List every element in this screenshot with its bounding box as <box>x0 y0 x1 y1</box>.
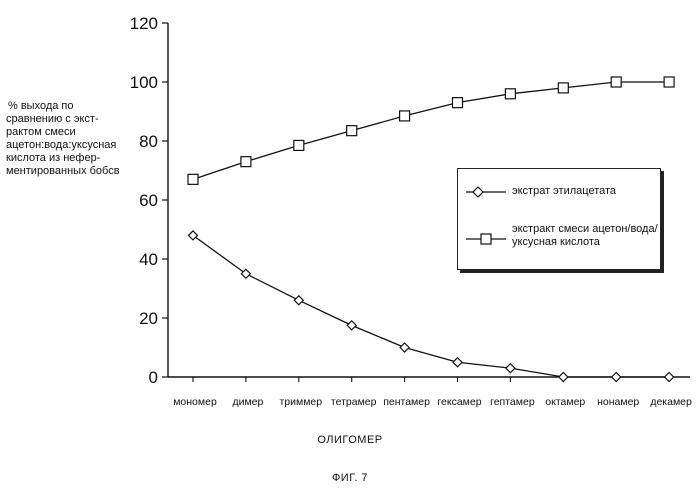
figure-caption: ФИГ. 7 <box>0 472 700 484</box>
data-point-diamond <box>453 358 462 367</box>
y-tick-label: 100 <box>130 73 158 92</box>
data-point-diamond <box>241 269 250 278</box>
legend-label-line: экстракт смеси ацетон/вода/ <box>512 223 658 236</box>
data-point-diamond <box>559 373 568 382</box>
legend-diamond-marker-icon <box>464 185 508 199</box>
data-point-square <box>347 126 357 136</box>
data-point-square <box>294 140 304 150</box>
legend-label-line: экстрат этилацетата <box>512 185 616 198</box>
data-point-diamond <box>400 343 409 352</box>
y-axis-label-line: % выхода по <box>6 100 126 113</box>
x-tick-label: мономер <box>173 396 217 408</box>
y-axis-label: % выхода по сравнению с экст- рактом сме… <box>6 100 126 178</box>
y-axis-label-line: кислота из нефер- <box>6 152 126 165</box>
data-point-square <box>505 89 515 99</box>
y-axis-label-line: ацетон:вода:уксусная <box>6 139 126 152</box>
x-tick-label: октамер <box>545 396 585 408</box>
legend-square-marker-icon <box>464 223 508 251</box>
data-point-square <box>611 77 621 87</box>
x-axis-label: ОЛИГОМЕР <box>0 434 700 446</box>
y-tick-label: 40 <box>139 250 158 269</box>
legend-label: экстракт смеси ацетон/вода/ уксусная кис… <box>512 223 658 249</box>
data-point-diamond <box>294 296 303 305</box>
x-tick-label: декамер <box>650 396 692 408</box>
data-point-square <box>188 174 198 184</box>
y-axis-label-line: сравнению с экст- <box>6 113 126 126</box>
legend-label-line: уксусная кислота <box>512 236 658 249</box>
data-point-square <box>241 157 251 167</box>
x-tick-label: пентамер <box>383 396 430 408</box>
y-tick-label: 20 <box>139 309 158 328</box>
y-axis-label-line: рактом смеси <box>6 126 126 139</box>
data-point-square <box>558 83 568 93</box>
x-tick-label: тетрамер <box>331 396 377 408</box>
data-point-diamond <box>665 373 674 382</box>
y-tick-label: 120 <box>130 14 158 33</box>
x-tick-label: гептамер <box>490 396 535 408</box>
data-point-diamond <box>347 321 356 330</box>
y-tick-label: 60 <box>139 191 158 210</box>
legend: экстрат этилацетата экстракт смеси ацето… <box>457 168 661 270</box>
legend-label: экстрат этилацетата <box>512 185 616 198</box>
data-point-square <box>453 98 463 108</box>
data-point-square <box>400 111 410 121</box>
x-tick-label: гексамер <box>437 396 481 408</box>
y-tick-label: 0 <box>149 368 158 387</box>
data-point-diamond <box>612 373 621 382</box>
data-point-diamond <box>189 231 198 240</box>
series-line-2 <box>193 82 669 179</box>
x-tick-label: димер <box>232 396 263 408</box>
x-tick-label: нонамер <box>597 396 639 408</box>
data-point-diamond <box>506 364 515 373</box>
y-axis-label-line: ментированных бобсв <box>6 165 126 178</box>
x-tick-label: триммер <box>279 396 322 408</box>
legend-item-acetone-water-acetic: экстракт смеси ацетон/вода/ уксусная кис… <box>464 223 658 251</box>
y-tick-label: 80 <box>139 132 158 151</box>
data-point-square <box>664 77 674 87</box>
legend-item-ethyl-acetate: экстрат этилацетата <box>464 185 616 199</box>
